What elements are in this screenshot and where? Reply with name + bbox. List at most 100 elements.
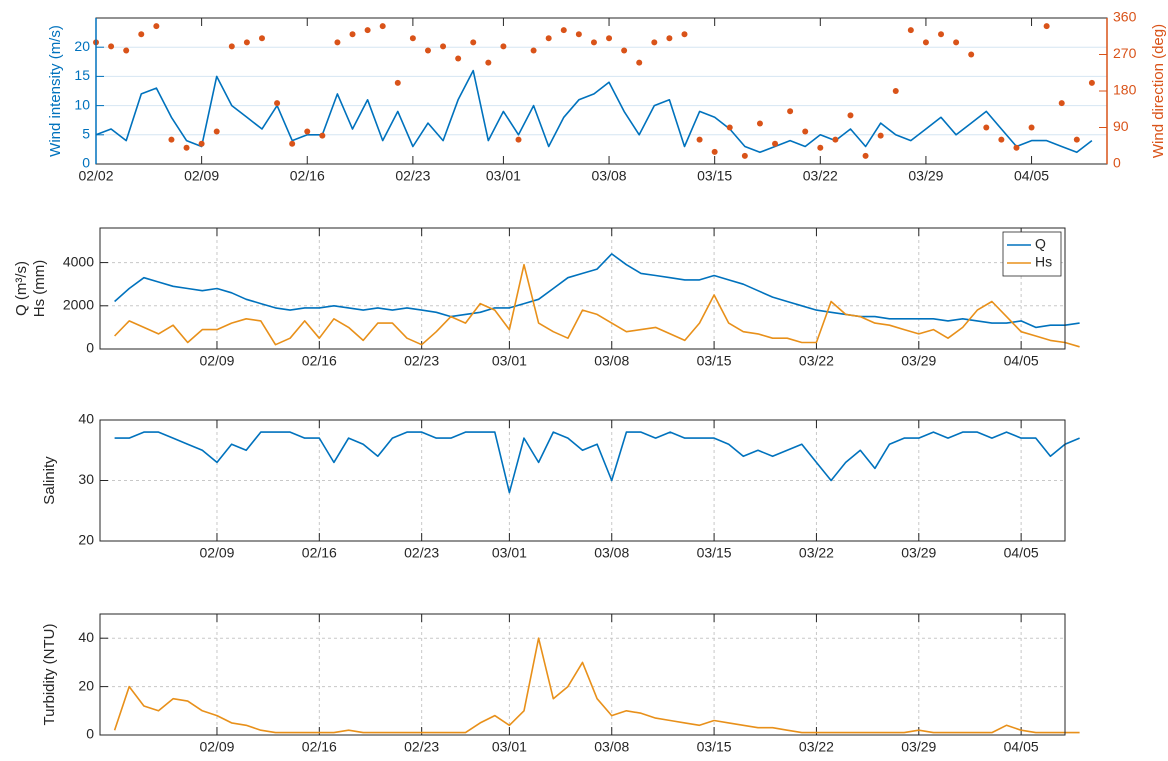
x-tick-label: 03/29 [901, 739, 936, 755]
data-point [1088, 79, 1095, 86]
data-point [319, 132, 326, 139]
x-tick-label: 04/05 [1004, 545, 1039, 561]
data-point [998, 136, 1005, 143]
data-point [545, 35, 552, 42]
x-tick-label: 03/15 [697, 168, 732, 184]
data-point [334, 39, 341, 46]
data-point [349, 31, 356, 38]
plot-frame [99, 419, 1066, 542]
data-point [455, 55, 462, 62]
data-point [213, 128, 220, 135]
data-point [243, 39, 250, 46]
data-point [123, 47, 130, 54]
y-tick-label: 0 [86, 340, 94, 356]
data-point [953, 39, 960, 46]
x-tick-label: 03/01 [492, 545, 527, 561]
y-tick-label: 0 [82, 155, 90, 171]
data-point [500, 43, 507, 50]
data-point [198, 140, 205, 147]
y-tick-label: 20 [78, 532, 94, 548]
x-tick-label: 02/16 [302, 739, 337, 755]
data-line [114, 263, 1080, 348]
data-point [258, 35, 265, 42]
data-point [409, 35, 416, 42]
x-tick-label: 03/29 [901, 353, 936, 369]
y-axis-label: Turbidity (NTU) [41, 624, 58, 726]
data-point [1013, 144, 1020, 151]
data-point [907, 27, 914, 34]
x-tick-label: 04/05 [1004, 739, 1039, 755]
data-point [304, 128, 311, 135]
x-tick-label: 03/08 [594, 545, 629, 561]
data-point [651, 39, 658, 46]
data-line [114, 253, 1080, 329]
data-point [802, 128, 809, 135]
data-point [847, 112, 854, 119]
data-point [817, 144, 824, 151]
x-tick-label: 03/22 [799, 739, 834, 755]
y-tick-label: 2000 [63, 296, 94, 312]
data-point [787, 108, 794, 115]
y2-tick-label: 270 [1113, 45, 1137, 61]
x-tick-label: 02/23 [404, 739, 439, 755]
y-tick-label: 20 [74, 38, 90, 54]
data-point [877, 132, 884, 139]
x-tick-label: 02/09 [184, 168, 219, 184]
y2-tick-label: 360 [1113, 9, 1137, 25]
data-point [394, 79, 401, 86]
data-point [530, 47, 537, 54]
x-tick-label: 03/22 [799, 353, 834, 369]
y-tick-label: 30 [78, 471, 94, 487]
y2-axis-label: Wind direction (deg) [1150, 24, 1167, 158]
data-point [681, 31, 688, 38]
data-point [756, 120, 763, 127]
y-axis-label: Wind intensity (m/s) [47, 25, 64, 157]
data-point [741, 152, 748, 159]
y-tick-label: 40 [78, 629, 94, 645]
x-tick-label: 02/16 [302, 545, 337, 561]
data-point [726, 124, 733, 131]
plot-frame [99, 227, 1066, 350]
data-point [485, 59, 492, 66]
data-point [168, 136, 175, 143]
x-tick-label: 03/29 [901, 545, 936, 561]
data-point [666, 35, 673, 42]
y-tick-label: 4000 [63, 253, 94, 269]
x-tick-label: 03/22 [803, 168, 838, 184]
data-point [938, 31, 945, 38]
x-tick-label: 02/23 [404, 353, 439, 369]
data-point [772, 140, 779, 147]
data-point [1073, 136, 1080, 143]
data-point [440, 43, 447, 50]
data-point [228, 43, 235, 50]
data-point [636, 59, 643, 66]
data-point [1043, 23, 1050, 30]
x-tick-label: 03/15 [697, 545, 732, 561]
data-point [606, 35, 613, 42]
x-tick-label: 04/05 [1004, 353, 1039, 369]
data-point [590, 39, 597, 46]
y-axis-label: Salinity [41, 456, 58, 505]
legend-box [1002, 231, 1062, 277]
legend-label: Hs [1035, 254, 1052, 270]
data-point [289, 140, 296, 147]
x-tick-label: 02/16 [302, 353, 337, 369]
x-tick-label: 03/15 [697, 353, 732, 369]
x-tick-label: 03/01 [486, 168, 521, 184]
x-tick-label: 02/23 [395, 168, 430, 184]
data-line [95, 69, 1093, 154]
x-tick-label: 03/29 [908, 168, 943, 184]
data-point [1028, 124, 1035, 131]
data-point [470, 39, 477, 46]
x-tick-label: 02/16 [290, 168, 325, 184]
data-point [621, 47, 628, 54]
data-point [575, 31, 582, 38]
data-point [711, 148, 718, 155]
data-point [515, 136, 522, 143]
data-point [364, 27, 371, 34]
y-tick-label: 5 [82, 126, 90, 142]
y-axis-label: Hs (mm) [31, 260, 48, 317]
data-point [892, 88, 899, 94]
y-axis-label: Q (m³/s) [13, 261, 30, 316]
y-tick-label: 15 [74, 67, 90, 83]
